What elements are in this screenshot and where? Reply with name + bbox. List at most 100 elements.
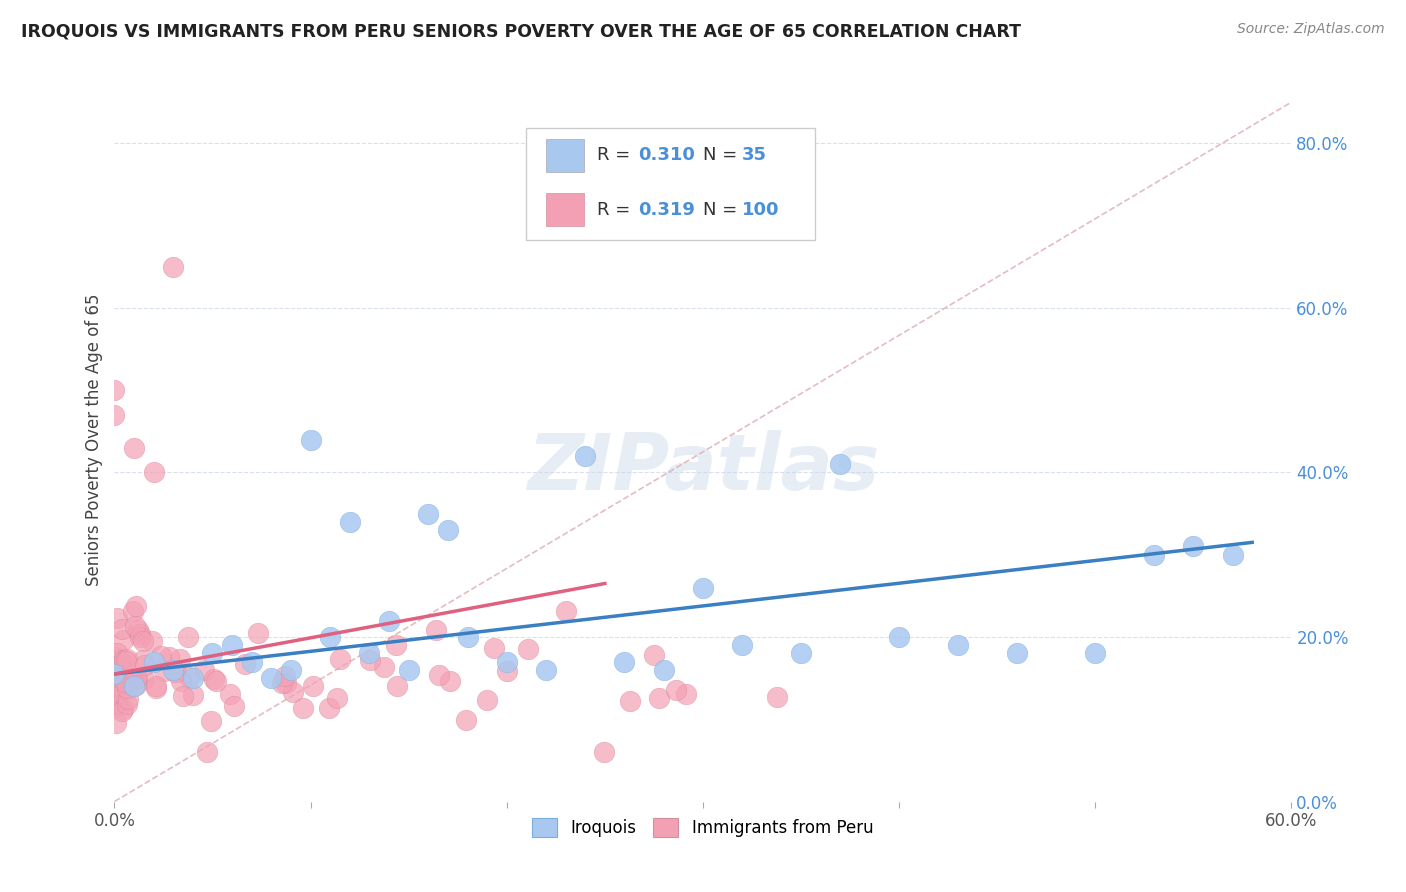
Point bbox=[643, 648, 665, 662]
Point bbox=[104, 665, 127, 680]
Point bbox=[339, 515, 361, 529]
Point bbox=[574, 449, 596, 463]
Point bbox=[233, 657, 256, 672]
Point bbox=[107, 652, 129, 666]
Point bbox=[378, 614, 401, 628]
Point bbox=[276, 676, 298, 690]
Point bbox=[201, 647, 224, 661]
Point bbox=[319, 630, 342, 644]
Point bbox=[105, 698, 128, 712]
Point bbox=[107, 679, 129, 693]
Point bbox=[274, 668, 297, 682]
Point bbox=[260, 671, 283, 685]
Point bbox=[103, 667, 125, 681]
Point bbox=[163, 665, 186, 679]
Point bbox=[427, 668, 450, 682]
Point bbox=[1222, 548, 1244, 562]
FancyBboxPatch shape bbox=[526, 128, 814, 240]
Point bbox=[112, 653, 135, 667]
Point bbox=[115, 654, 138, 668]
Point bbox=[731, 638, 754, 652]
Point bbox=[157, 650, 180, 665]
Point bbox=[105, 646, 128, 660]
Point bbox=[221, 638, 243, 652]
Point bbox=[516, 642, 538, 657]
Point bbox=[652, 663, 675, 677]
Point bbox=[247, 626, 270, 640]
Point bbox=[131, 633, 153, 648]
Point bbox=[204, 674, 226, 689]
Text: IROQUOIS VS IMMIGRANTS FROM PERU SENIORS POVERTY OVER THE AGE OF 65 CORRELATION : IROQUOIS VS IMMIGRANTS FROM PERU SENIORS… bbox=[21, 22, 1021, 40]
Text: 0.310: 0.310 bbox=[638, 146, 695, 164]
Point bbox=[105, 673, 128, 687]
Point bbox=[145, 681, 167, 695]
Point bbox=[127, 624, 149, 638]
Point bbox=[103, 383, 125, 397]
Point bbox=[125, 678, 148, 692]
Text: 100: 100 bbox=[742, 201, 779, 219]
Point bbox=[122, 679, 145, 693]
Point bbox=[110, 683, 132, 698]
Point bbox=[301, 679, 323, 693]
Point bbox=[111, 702, 134, 716]
Point bbox=[373, 660, 395, 674]
Text: 0.319: 0.319 bbox=[638, 201, 695, 219]
Point bbox=[108, 670, 131, 684]
Point bbox=[222, 699, 245, 714]
Point bbox=[134, 657, 156, 672]
Point bbox=[202, 672, 225, 686]
Point bbox=[145, 679, 167, 693]
Point bbox=[437, 523, 460, 537]
Point bbox=[125, 671, 148, 685]
Point bbox=[283, 685, 305, 699]
Point bbox=[613, 655, 636, 669]
Point bbox=[117, 697, 139, 711]
Point bbox=[1143, 548, 1166, 562]
Point bbox=[325, 691, 347, 706]
Point bbox=[172, 689, 194, 703]
Point bbox=[200, 714, 222, 728]
Point bbox=[142, 466, 165, 480]
Point bbox=[114, 675, 136, 690]
Point bbox=[169, 652, 191, 666]
Point bbox=[1005, 647, 1028, 661]
Text: N =: N = bbox=[703, 146, 742, 164]
Point bbox=[457, 630, 479, 644]
Point bbox=[162, 663, 184, 677]
Point bbox=[456, 713, 478, 727]
Text: N =: N = bbox=[703, 201, 742, 219]
Y-axis label: Seniors Poverty Over the Age of 65: Seniors Poverty Over the Age of 65 bbox=[86, 293, 103, 586]
Point bbox=[555, 604, 578, 618]
Point bbox=[195, 745, 218, 759]
Point bbox=[359, 647, 381, 661]
Point bbox=[104, 649, 127, 664]
Point bbox=[150, 648, 173, 663]
Point bbox=[496, 664, 519, 678]
Point bbox=[107, 662, 129, 676]
Point bbox=[132, 653, 155, 667]
Point bbox=[104, 658, 127, 673]
Legend: Iroquois, Immigrants from Peru: Iroquois, Immigrants from Peru bbox=[526, 812, 880, 844]
Text: R =: R = bbox=[598, 146, 636, 164]
Point bbox=[439, 673, 461, 688]
Text: Source: ZipAtlas.com: Source: ZipAtlas.com bbox=[1237, 22, 1385, 37]
Point bbox=[619, 694, 641, 708]
Point bbox=[111, 657, 134, 672]
Point bbox=[177, 631, 200, 645]
Point bbox=[240, 655, 263, 669]
Point bbox=[105, 715, 128, 730]
Point bbox=[830, 457, 852, 471]
Point bbox=[425, 623, 447, 637]
Point bbox=[675, 687, 697, 701]
Point bbox=[477, 693, 499, 707]
Point bbox=[108, 658, 131, 673]
Point bbox=[125, 672, 148, 686]
Point bbox=[495, 655, 517, 669]
Point bbox=[329, 652, 352, 666]
Point bbox=[105, 665, 128, 679]
Point bbox=[692, 581, 714, 595]
Point bbox=[271, 676, 294, 690]
Point bbox=[105, 697, 128, 711]
Point bbox=[129, 630, 152, 644]
Text: ZIPatlas: ZIPatlas bbox=[527, 431, 879, 507]
